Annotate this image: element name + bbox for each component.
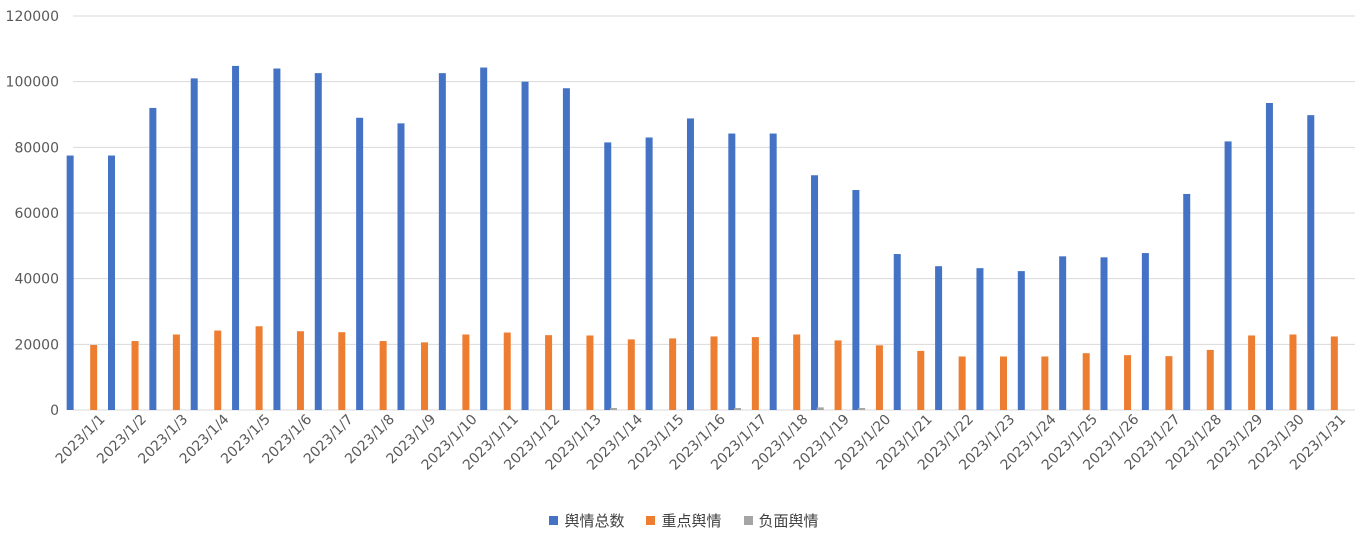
bar xyxy=(1082,353,1090,410)
bar xyxy=(1289,334,1297,410)
bar xyxy=(296,331,304,410)
bar xyxy=(609,408,617,410)
bar xyxy=(1265,103,1273,410)
bar xyxy=(710,336,718,410)
bar xyxy=(438,73,446,410)
bar xyxy=(1165,356,1173,410)
bar xyxy=(107,155,115,410)
bar xyxy=(462,334,470,410)
bar xyxy=(834,340,842,410)
bar xyxy=(421,342,429,410)
bar xyxy=(1248,335,1256,410)
bar xyxy=(875,345,883,410)
bar xyxy=(1141,253,1149,410)
bar xyxy=(728,133,736,410)
y-tick-label: 40000 xyxy=(14,272,59,288)
bar xyxy=(314,73,322,410)
bar xyxy=(604,142,612,411)
bar xyxy=(273,68,281,411)
bar xyxy=(1041,356,1049,410)
bar xyxy=(149,107,157,410)
bar xyxy=(480,67,488,410)
legend-item-total: 舆情总数 xyxy=(549,510,624,531)
bar xyxy=(1206,349,1214,410)
bar xyxy=(1124,355,1132,410)
bar xyxy=(503,332,511,410)
bar xyxy=(586,335,594,410)
bar xyxy=(976,268,984,410)
bar xyxy=(751,337,759,410)
bar xyxy=(669,338,677,410)
bar xyxy=(397,123,405,411)
bar xyxy=(645,137,653,410)
y-tick-label: 60000 xyxy=(14,206,59,222)
bar xyxy=(1224,141,1232,410)
bar xyxy=(811,175,819,410)
bar xyxy=(852,190,860,410)
bar xyxy=(769,133,777,410)
legend-item-negative: 负面舆情 xyxy=(743,510,819,531)
bar xyxy=(1307,115,1315,410)
y-tick-label: 80000 xyxy=(14,140,59,156)
bar xyxy=(999,356,1007,410)
y-tick-label: 0 xyxy=(50,403,59,419)
bar xyxy=(66,155,74,410)
bar xyxy=(255,326,263,410)
bar xyxy=(338,332,346,410)
legend-swatch-negative xyxy=(743,515,753,525)
legend-label-negative: 负面舆情 xyxy=(758,511,819,530)
bar xyxy=(627,339,635,410)
legend-label-key: 重点舆情 xyxy=(661,511,722,530)
bar xyxy=(958,356,966,410)
y-tick-label: 120000 xyxy=(6,9,59,25)
bar xyxy=(379,341,387,410)
bar xyxy=(858,408,866,410)
bar xyxy=(90,344,98,410)
bar xyxy=(1330,336,1338,410)
bar xyxy=(214,330,222,410)
legend: 舆情总数 重点舆情 负面舆情 xyxy=(0,508,1368,532)
bar xyxy=(686,118,694,410)
bar xyxy=(935,266,943,410)
bar xyxy=(190,78,198,410)
bar xyxy=(131,341,139,410)
y-tick-label: 100000 xyxy=(6,75,59,91)
legend-label-total: 舆情总数 xyxy=(564,511,625,530)
bar-chart: 0200004000060000800001000001200002023/1/… xyxy=(6,9,1355,474)
bar xyxy=(1059,256,1067,410)
bar xyxy=(172,334,180,410)
bar xyxy=(1183,193,1191,410)
bar xyxy=(232,65,240,410)
bar xyxy=(734,408,742,410)
legend-swatch-key xyxy=(646,515,656,525)
legend-swatch-total xyxy=(549,515,559,525)
bar xyxy=(917,350,925,410)
bar xyxy=(816,407,824,410)
bar xyxy=(562,88,570,410)
legend-item-key: 重点舆情 xyxy=(646,510,722,531)
bar xyxy=(1100,257,1108,410)
bar xyxy=(521,81,529,411)
bar xyxy=(1017,271,1025,410)
bar xyxy=(793,334,801,410)
y-tick-label: 20000 xyxy=(14,337,59,353)
bar xyxy=(356,117,364,411)
bar xyxy=(545,335,553,410)
bar xyxy=(893,254,901,410)
